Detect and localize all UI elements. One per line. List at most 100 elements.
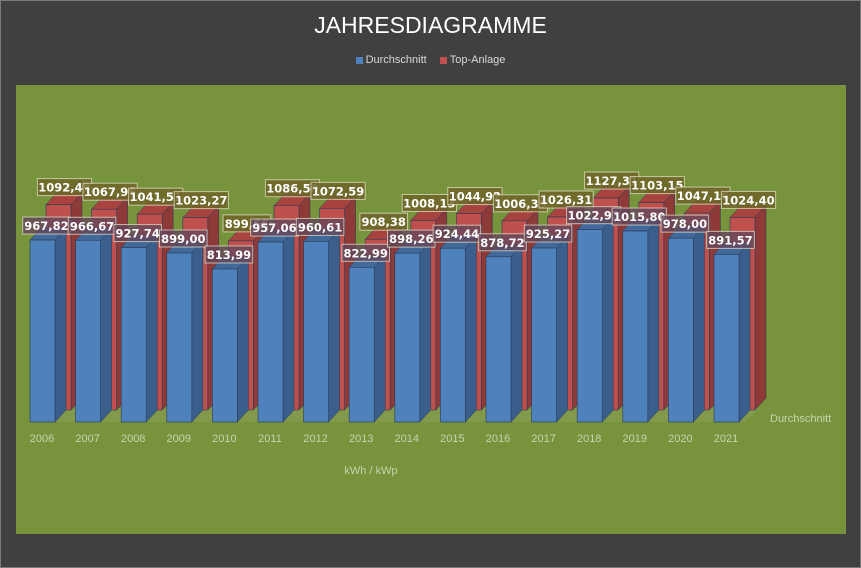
bar-durchschnitt-2020: [667, 225, 705, 423]
data-label-top-anlage: 1023,27: [173, 191, 229, 210]
data-label-top-anlage: 1026,31: [538, 190, 594, 209]
bar-durchschnitt-2018-side: [601, 217, 614, 423]
data-label-top-anlage-text: 1041,51: [130, 190, 182, 204]
data-label-durchschnitt-text: 924,44: [435, 227, 479, 241]
x-tick-label: 2012: [303, 433, 327, 445]
data-label-durchschnitt-text: 898,26: [389, 232, 433, 246]
data-label-durchschnitt: 927,74: [113, 224, 162, 243]
data-label-durchschnitt-box: [660, 214, 710, 233]
x-tick-label: 2013: [349, 433, 373, 445]
x-tick-label: 2010: [212, 433, 236, 445]
bar-durchschnitt-2014: [394, 240, 432, 423]
bar-durchschnitt-2009-side: [191, 240, 204, 423]
bar-durchschnitt-2008: [120, 234, 158, 423]
data-label-durchschnitt: 891,57: [706, 230, 755, 249]
x-tick-label: 2019: [623, 433, 647, 445]
data-label-durchschnitt-box: [341, 243, 390, 262]
data-label-top-anlage-box: [629, 176, 685, 195]
data-label-durchschnitt: 1022,93: [566, 206, 622, 225]
x-tick-label: 2016: [486, 433, 510, 445]
data-label-durchschnitt: 878,72: [478, 233, 527, 252]
bar-durchschnitt-2015: [439, 235, 477, 423]
data-label-durchschnitt-text: 1015,80: [613, 210, 665, 224]
data-label-durchschnitt: 978,00: [660, 214, 710, 233]
data-label-top-anlage-box: [720, 190, 777, 209]
data-label-durchschnitt: 813,99: [204, 245, 254, 264]
data-label-top-anlage: 1072,59: [310, 181, 366, 200]
bar-durchschnitt-2011: [257, 229, 295, 423]
bar-durchschnitt-2021-front: [713, 254, 740, 423]
data-label-durchschnitt-text: 957,06: [252, 221, 296, 235]
bar-durchschnitt-2017: [531, 235, 569, 423]
data-label-top-anlage: 1067,96: [82, 182, 138, 201]
x-tick-label: 2017: [531, 433, 555, 445]
data-label-top-anlage-text: 1127,31: [586, 174, 638, 188]
legend-label: Top-Anlage: [449, 54, 506, 66]
bar-durchschnitt-2013-side: [373, 254, 386, 423]
bar-durchschnitt-2019-side: [647, 218, 660, 423]
bar-durchschnitt-2016: [485, 244, 523, 423]
bar-durchschnitt-2006: [29, 227, 67, 423]
legend: Durchschnitt Top-Anlage: [0, 54, 861, 67]
data-label-durchschnitt-text: 1022,93: [568, 209, 620, 223]
data-label-top-anlage-text: 1067,96: [84, 185, 136, 199]
legend-swatch-blue: [355, 56, 363, 64]
bar-durchschnitt-2018-front: [576, 229, 603, 423]
data-label-top-anlage-text: 1092,48: [38, 181, 90, 195]
data-label-top-anlage-text: 1023,27: [175, 194, 227, 208]
bar-durchschnitt-2007-side: [100, 227, 112, 423]
data-label-durchschnitt-box: [706, 230, 755, 249]
bar-durchschnitt-2021: [713, 241, 751, 423]
data-label-top-anlage: 1044,92: [447, 187, 503, 206]
bar-durchschnitt-2007: [75, 227, 113, 423]
bar-durchschnitt-2014-front: [394, 252, 421, 423]
bar-durchschnitt-2010-front: [212, 268, 238, 423]
data-label-durchschnitt: 924,44: [432, 224, 482, 243]
x-tick-label: 2014: [395, 433, 419, 445]
x-tick-label: 2011: [258, 433, 282, 445]
x-tick-label: 2008: [121, 433, 145, 445]
data-label-top-anlage: 1092,48: [36, 178, 93, 197]
data-label-top-anlage: 1047,16: [675, 186, 731, 205]
data-label-durchschnitt-box: [204, 245, 254, 264]
x-tick-label: 2009: [167, 433, 191, 445]
bar-durchschnitt-2009-front: [166, 252, 193, 423]
legend-swatch-red: [439, 56, 447, 64]
data-label-top-anlage-text: 1006,39: [494, 197, 546, 211]
data-label-durchschnitt-text: 891,57: [708, 233, 752, 247]
data-label-top-anlage-text: 908,38: [362, 215, 406, 229]
data-label-top-anlage: 1127,31: [584, 171, 640, 190]
data-label-durchschnitt: 957,06: [250, 218, 299, 237]
x-tick-label: 2015: [440, 433, 464, 445]
data-label-durchschnitt-text: 960,61: [298, 220, 342, 234]
data-label-top-anlage-text: 1008,13: [403, 196, 455, 210]
bar-durchschnitt-2015-front: [440, 247, 466, 423]
data-label-top-anlage-text: 1072,59: [312, 184, 364, 198]
data-label-top-anlage-text: 1086,50: [266, 182, 318, 196]
bar-durchschnitt-2011-front: [257, 241, 284, 423]
data-label-durchschnitt-text: 822,99: [344, 246, 388, 260]
bar-durchschnitt-2013: [348, 254, 386, 423]
data-label-top-anlage-text: 1047,16: [677, 189, 729, 203]
x-tick-label: 2006: [30, 433, 54, 445]
bar-durchschnitt-2018: [576, 217, 614, 423]
bar-durchschnitt-2015-side: [465, 235, 477, 423]
data-label-top-anlage: 1041,51: [128, 187, 184, 206]
bar-durchschnitt-2016-front: [485, 256, 512, 423]
data-label-durchschnitt-text: 966,67: [70, 219, 114, 233]
data-label-durchschnitt-box: [523, 224, 573, 243]
data-label-durchschnitt: 966,67: [67, 216, 117, 235]
legend-item-durchschnitt: Durchschnitt: [355, 54, 427, 66]
data-label-top-anlage-box: [310, 181, 366, 200]
data-label-top-anlage-text: 1044,92: [449, 190, 501, 204]
data-label-durchschnitt-box: [295, 217, 345, 236]
bar-durchschnitt-2017-side: [556, 235, 568, 423]
bar-durchschnitt-2021-side: [738, 241, 751, 423]
bar-durchschnitt-2017-front: [531, 247, 557, 423]
data-label-durchschnitt-text: 878,72: [480, 236, 524, 250]
data-label-durchschnitt-text: 925,27: [526, 227, 570, 241]
x-axis-label: kWh / kWp: [344, 465, 397, 477]
bar-top-anlage-2021-side: [754, 204, 767, 411]
data-label-top-anlage: 1103,15: [629, 176, 685, 195]
